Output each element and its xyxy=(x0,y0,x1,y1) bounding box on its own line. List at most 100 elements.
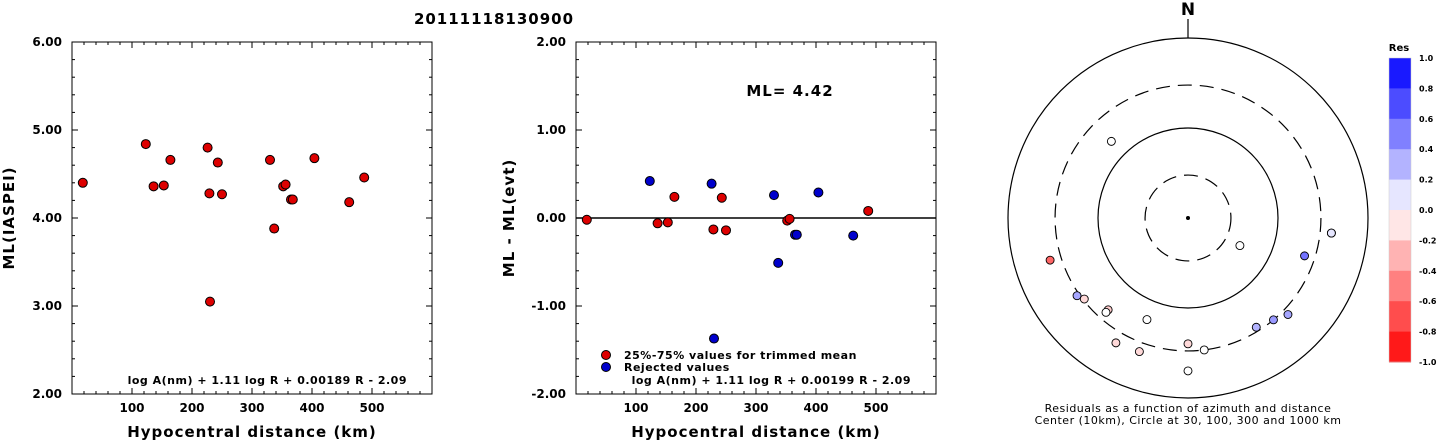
data-point xyxy=(721,225,731,236)
x-tick-label: 100 xyxy=(119,401,144,415)
y-tick-label: 5.00 xyxy=(32,123,62,137)
colorbar-segment xyxy=(1389,58,1411,89)
data-point xyxy=(165,154,176,165)
colorbar-segment xyxy=(1389,270,1411,302)
station-point xyxy=(1235,241,1245,251)
data-point xyxy=(265,154,275,165)
distance-rings xyxy=(1007,37,1369,399)
station-point xyxy=(1269,315,1278,325)
x-axis-label: Hypocentral distance (km) xyxy=(127,423,377,441)
distance-ring xyxy=(1144,174,1232,262)
x-tick-label: 300 xyxy=(239,401,264,415)
y-axis-ticks: -2.00 -1.00 0.00 1.00 2.00 xyxy=(531,35,936,401)
legend-label-rejected: Rejected values xyxy=(624,361,730,374)
x-tick-label: 500 xyxy=(359,401,384,415)
station-point xyxy=(1326,228,1336,238)
y-tick-label: 3.00 xyxy=(32,299,62,313)
data-points xyxy=(581,176,874,344)
y-tick-label: 0.00 xyxy=(536,211,566,225)
data-point xyxy=(813,187,824,198)
data-point xyxy=(769,190,779,201)
colorbar-segment xyxy=(1389,118,1411,150)
station-point xyxy=(1300,251,1310,261)
station-point xyxy=(1183,366,1193,376)
data-point xyxy=(212,157,223,168)
colorbar-segment xyxy=(1389,210,1411,241)
data-point xyxy=(77,177,88,188)
data-point xyxy=(204,188,215,199)
y-tick-label: 1.00 xyxy=(536,123,566,137)
formula-label: log A(nm) + 1.11 log R + 0.00199 R - 2.0… xyxy=(632,374,911,387)
x-tick-label: 200 xyxy=(683,401,708,415)
station-points xyxy=(1045,136,1336,376)
center-dot xyxy=(1186,216,1190,220)
colorbar-frame xyxy=(1388,57,1412,363)
x-tick-label: 500 xyxy=(863,401,888,415)
colorbar-segment xyxy=(1389,240,1411,272)
data-point xyxy=(669,191,680,202)
caption-line-2: Center (10km), Circle at 30, 100, 300 an… xyxy=(1035,414,1342,427)
data-point xyxy=(784,213,795,224)
data-point xyxy=(148,181,159,192)
colorbar-tick-label: 0.6 xyxy=(1419,115,1434,124)
data-point xyxy=(269,223,280,234)
ml-annotation: ML= 4.42 xyxy=(746,82,833,100)
data-point xyxy=(773,257,784,268)
x-axis-ticks: 100 200 300 400 500 xyxy=(575,42,937,415)
data-points xyxy=(77,139,370,307)
colorbar-segment xyxy=(1389,331,1411,363)
y-tick-label: -1.00 xyxy=(531,299,566,313)
caption-line-1: Residuals as a function of azimuth and d… xyxy=(1045,402,1332,415)
colorbar-tick-label: 0.8 xyxy=(1419,84,1434,93)
data-point xyxy=(205,296,215,307)
x-axis-ticks: 100 200 300 400 500 xyxy=(71,42,433,415)
y-axis-label: ML - ML(evt) xyxy=(500,159,518,277)
y-tick-label: 4.00 xyxy=(32,211,62,225)
colorbar-title: Res xyxy=(1389,43,1409,54)
y-tick-label: 2.00 xyxy=(536,35,566,49)
legend-label-trimmed: 25%-75% values for trimmed mean xyxy=(624,349,857,362)
ml-vs-distance-chart: 2.00 3.00 4.00 5.00 6.00 100 200 300 400 500 Hyp… xyxy=(0,35,433,441)
data-point xyxy=(202,142,213,153)
station-point xyxy=(1251,322,1261,332)
data-point xyxy=(708,224,719,235)
data-point xyxy=(709,333,719,344)
legend: 25%-75% values for trimmed mean Rejected… xyxy=(601,349,857,374)
colorbar: 1.0 0.8 0.6 0.4 0.2 0.0 -0.2 -0.4 -0.6 -0.8 -1.0 xyxy=(1388,54,1437,367)
colorbar-tick-label: 1.0 xyxy=(1419,54,1434,63)
data-point xyxy=(287,194,298,205)
data-point xyxy=(791,229,802,240)
y-tick-label: -2.00 xyxy=(531,387,566,401)
station-point xyxy=(1111,338,1121,348)
colorbar-segment xyxy=(1389,179,1411,211)
x-tick-label: 400 xyxy=(299,401,324,415)
y-tick-label: 6.00 xyxy=(32,35,62,49)
data-point xyxy=(716,192,727,203)
legend-marker-trimmed xyxy=(601,350,611,360)
x-tick-label: 200 xyxy=(179,401,204,415)
colorbar-segment xyxy=(1389,88,1411,120)
azimuth-residual-plot: N Residuals as a function of azimuth and… xyxy=(1007,0,1437,427)
data-point xyxy=(280,179,291,190)
colorbar-tick-label: -0.6 xyxy=(1419,297,1437,306)
formula-label: log A(nm) + 1.11 log R + 0.00189 R - 2.0… xyxy=(128,374,407,387)
station-point xyxy=(1079,294,1089,304)
station-point xyxy=(1106,136,1116,146)
data-point xyxy=(662,217,673,228)
data-point xyxy=(359,172,370,183)
station-point xyxy=(1101,307,1111,317)
legend-marker-rejected xyxy=(601,362,611,372)
data-point xyxy=(863,205,874,216)
colorbar-tick-label: -0.8 xyxy=(1419,328,1437,337)
x-tick-label: 100 xyxy=(623,401,648,415)
event-title: 20111118130900 xyxy=(414,10,574,28)
data-point xyxy=(581,214,592,225)
data-point xyxy=(706,178,717,189)
colorbar-tick-label: -0.2 xyxy=(1419,236,1437,245)
data-point xyxy=(344,197,355,208)
ml-residual-chart: -2.00 -1.00 0.00 1.00 2.00 100 200 300 400 500 H… xyxy=(500,35,937,441)
station-point xyxy=(1045,255,1055,265)
x-tick-label: 300 xyxy=(743,401,768,415)
data-point xyxy=(140,139,151,150)
